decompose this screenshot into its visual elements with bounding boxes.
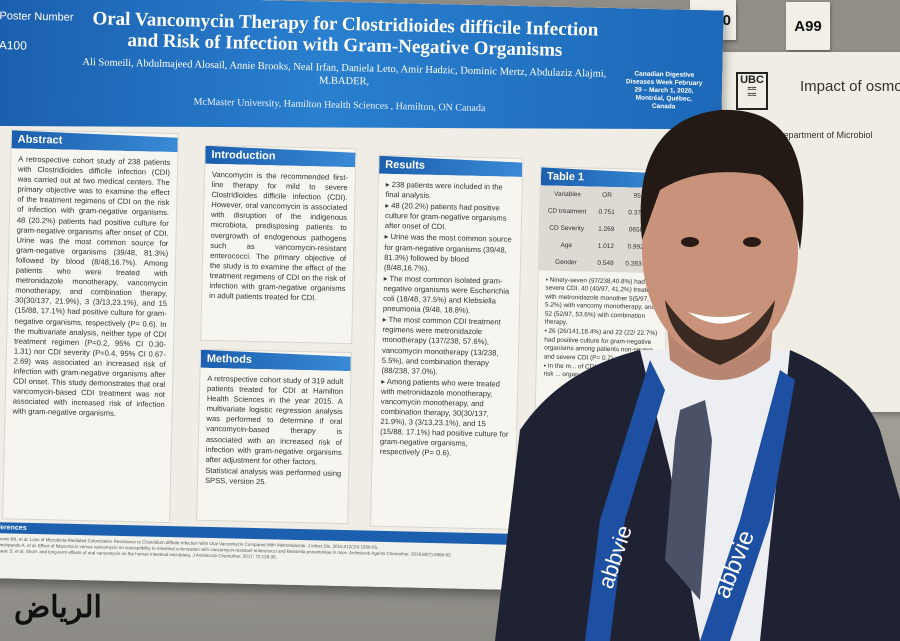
face — [642, 140, 798, 360]
board-label-a99: A99 — [786, 2, 830, 50]
necktie — [665, 400, 712, 600]
ubc-logo: UBC ≈≈ ≈≈ — [736, 72, 768, 110]
al-riyadh-watermark-logo: الرياض — [14, 590, 102, 625]
lanyard-left — [585, 360, 665, 641]
neighbor-poster-dept: ¹Department of Microbiol — [774, 130, 873, 140]
beard — [665, 300, 775, 365]
smile — [688, 312, 752, 324]
lanyard-right — [700, 370, 795, 641]
neighbor-poster-title: Impact of osmot — [800, 78, 900, 95]
hair — [640, 109, 804, 250]
left-eye — [681, 237, 699, 247]
right-eye — [743, 237, 761, 247]
